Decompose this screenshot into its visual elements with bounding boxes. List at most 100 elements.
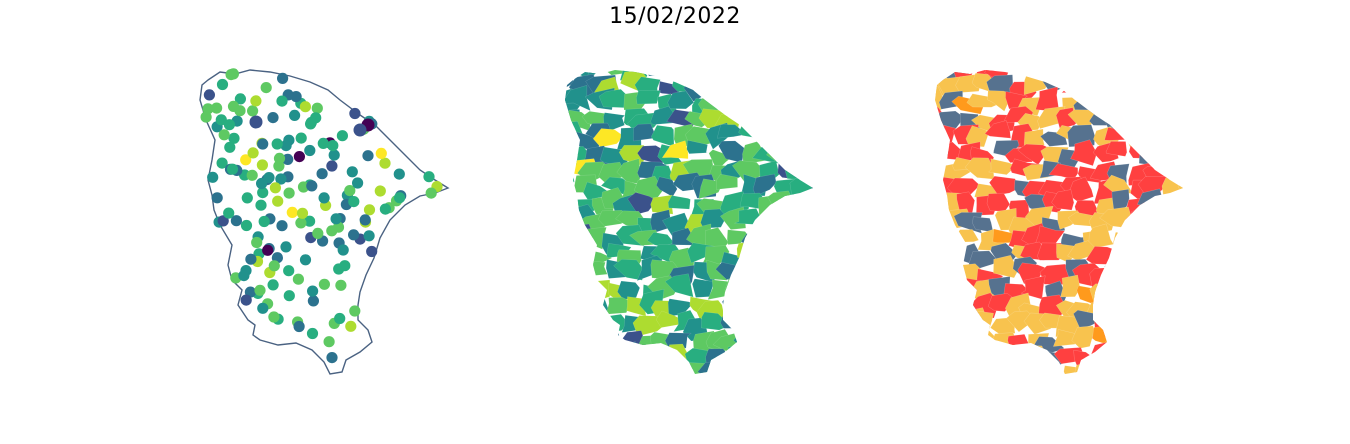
municipality-cell [763,341,793,368]
municipality-cell [746,95,777,115]
municipality-cell [792,316,813,341]
municipality-cell [964,377,998,396]
municipality-cell [1075,54,1104,69]
municipality-cell [1177,179,1183,202]
municipality-cell [952,378,981,396]
municipality-cell [664,273,694,298]
station-point [349,107,361,120]
municipality-cell [1093,85,1116,109]
municipality-cell [786,268,811,287]
municipality-cell [706,70,735,82]
municipality-cell [1159,365,1183,374]
municipality-cell [738,123,763,139]
municipality-cell [1144,209,1176,226]
municipality-cell [565,311,581,334]
municipality-cell [1101,292,1133,313]
municipality-cell [668,369,692,374]
station-point [257,138,269,150]
municipality-cell [940,280,965,302]
municipality-cell [1089,267,1113,290]
municipality-cell [804,126,813,150]
municipality-cell [775,282,801,303]
station-points-map [199,68,450,375]
municipality-cell [1138,141,1163,167]
municipality-cell [1176,284,1183,304]
municipality-cell [661,140,689,160]
station-point [292,273,304,285]
classified-municipality-map [925,54,1183,400]
municipality-cell [793,196,813,221]
municipality-cell [1007,333,1029,355]
municipality-cell [1106,70,1136,83]
municipality-cell [1174,359,1183,374]
municipality-cell [788,368,813,374]
municipality-cell [760,70,782,89]
station-point [312,227,324,239]
municipality-cell [724,344,747,367]
municipality-cell [925,380,945,398]
station-point [363,230,375,242]
municipality-cell [1150,295,1181,317]
station-point [202,103,214,115]
municipality-cell [720,311,745,329]
municipality-cell [649,378,676,399]
municipality-cell [788,209,813,228]
municipality-cell [1121,296,1143,315]
municipality-cell [721,296,748,316]
municipality-cell [644,70,667,77]
municipality-cell [1173,244,1183,267]
municipality-cell [806,140,813,159]
municipality-cell [757,244,785,267]
station-point [337,244,349,256]
municipality-cell [955,325,982,346]
municipality-cell [1174,80,1183,100]
municipality-cell [571,291,602,311]
municipality-cell [636,347,663,373]
municipality-cell [1050,384,1076,400]
municipality-cell [700,208,727,229]
municipality-cell [935,147,951,165]
municipality-cell [935,173,944,197]
station-point [217,215,229,227]
municipality-cell [1179,145,1183,164]
municipality-cell [686,70,709,84]
municipality-cell [1090,340,1120,359]
station-point [379,157,391,169]
municipality-cell [935,318,943,341]
municipality-cell [757,213,784,231]
municipality-cell [1135,251,1166,271]
station-point [280,241,292,253]
station-point [255,199,267,211]
municipality-cell [565,277,577,300]
municipality-cell [752,366,784,374]
municipality-cell [768,309,798,332]
municipality-cell [565,223,579,249]
municipality-cell [772,375,795,400]
municipality-cell [602,379,623,400]
municipality-cell [573,359,596,374]
municipality-cell [808,328,813,350]
municipality-cell [1092,324,1115,346]
station-point [256,159,268,171]
municipality-cell [578,335,604,352]
municipality-cell [772,92,798,117]
municipality-cell [1090,73,1117,98]
municipality-cell [796,330,813,350]
station-point [283,265,295,277]
station-point [299,254,312,266]
municipality-cell [650,194,674,215]
municipality-choropleth-map [565,70,813,400]
municipality-cell [1105,314,1136,340]
municipality-cell [801,73,813,92]
station-point [345,320,357,332]
municipality-cell [1119,242,1148,262]
municipality-cell [782,230,811,254]
station-point [267,112,279,124]
municipality-cell [1060,274,1081,298]
station-point [275,173,287,185]
municipality-cell [1157,345,1181,368]
station-point [257,187,269,199]
municipality-cell [1150,361,1172,374]
municipality-cell [1172,113,1183,133]
municipality-cell [773,106,796,130]
